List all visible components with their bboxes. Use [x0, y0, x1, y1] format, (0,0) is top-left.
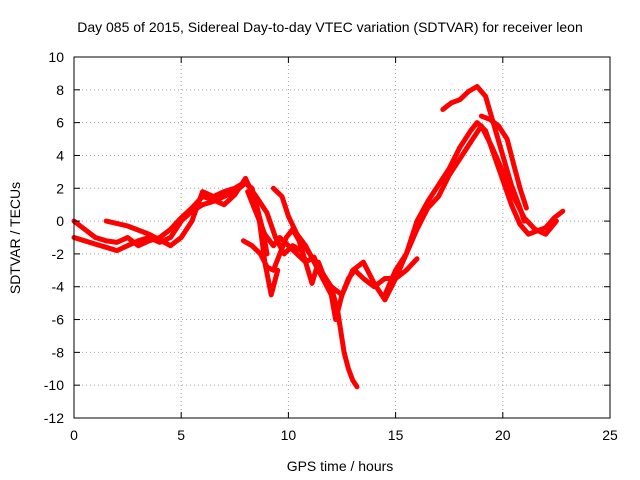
y-tick-label: 8 [56, 82, 64, 98]
y-tick-label: 4 [56, 147, 64, 163]
data-series [71, 84, 566, 390]
x-tick-label: 0 [70, 427, 78, 443]
y-tick-label: -2 [52, 246, 65, 262]
y-tick-label: 10 [48, 49, 64, 65]
chart-title: Day 085 of 2015, Sidereal Day-to-day VTE… [77, 19, 583, 35]
axis-ticks: 0 5 10 15 20 25 -12 -10 -8 -6 -4 -2 0 2 4 6 8 10 [44, 49, 618, 443]
series-line-track-5 [245, 189, 360, 390]
x-tick-label: 10 [281, 427, 297, 443]
series-line-track-7 [296, 120, 566, 303]
plot-frame [73, 56, 611, 419]
series-line-track-10 [478, 113, 529, 211]
y-tick-label: 0 [56, 213, 64, 229]
series-line-track-6 [270, 185, 420, 322]
x-tick-label: 25 [602, 427, 618, 443]
y-axis-label: SDTVAR / TECUs [7, 182, 23, 294]
series-line-track-4 [240, 226, 334, 293]
y-tick-label: 2 [56, 180, 64, 196]
x-tick-label: 20 [495, 427, 511, 443]
series-line-track-9 [440, 84, 527, 224]
y-tick-label: -10 [44, 377, 64, 393]
y-tick-label: -12 [44, 410, 64, 426]
y-tick-label: -6 [52, 312, 65, 328]
y-tick-label: -4 [52, 279, 65, 295]
x-tick-label: 15 [388, 427, 404, 443]
x-axis-label: GPS time / hours [287, 458, 394, 474]
x-tick-label: 5 [177, 427, 185, 443]
y-tick-label: 6 [56, 115, 64, 131]
series-line-track-8 [382, 123, 559, 298]
y-tick-label: -8 [52, 344, 65, 360]
